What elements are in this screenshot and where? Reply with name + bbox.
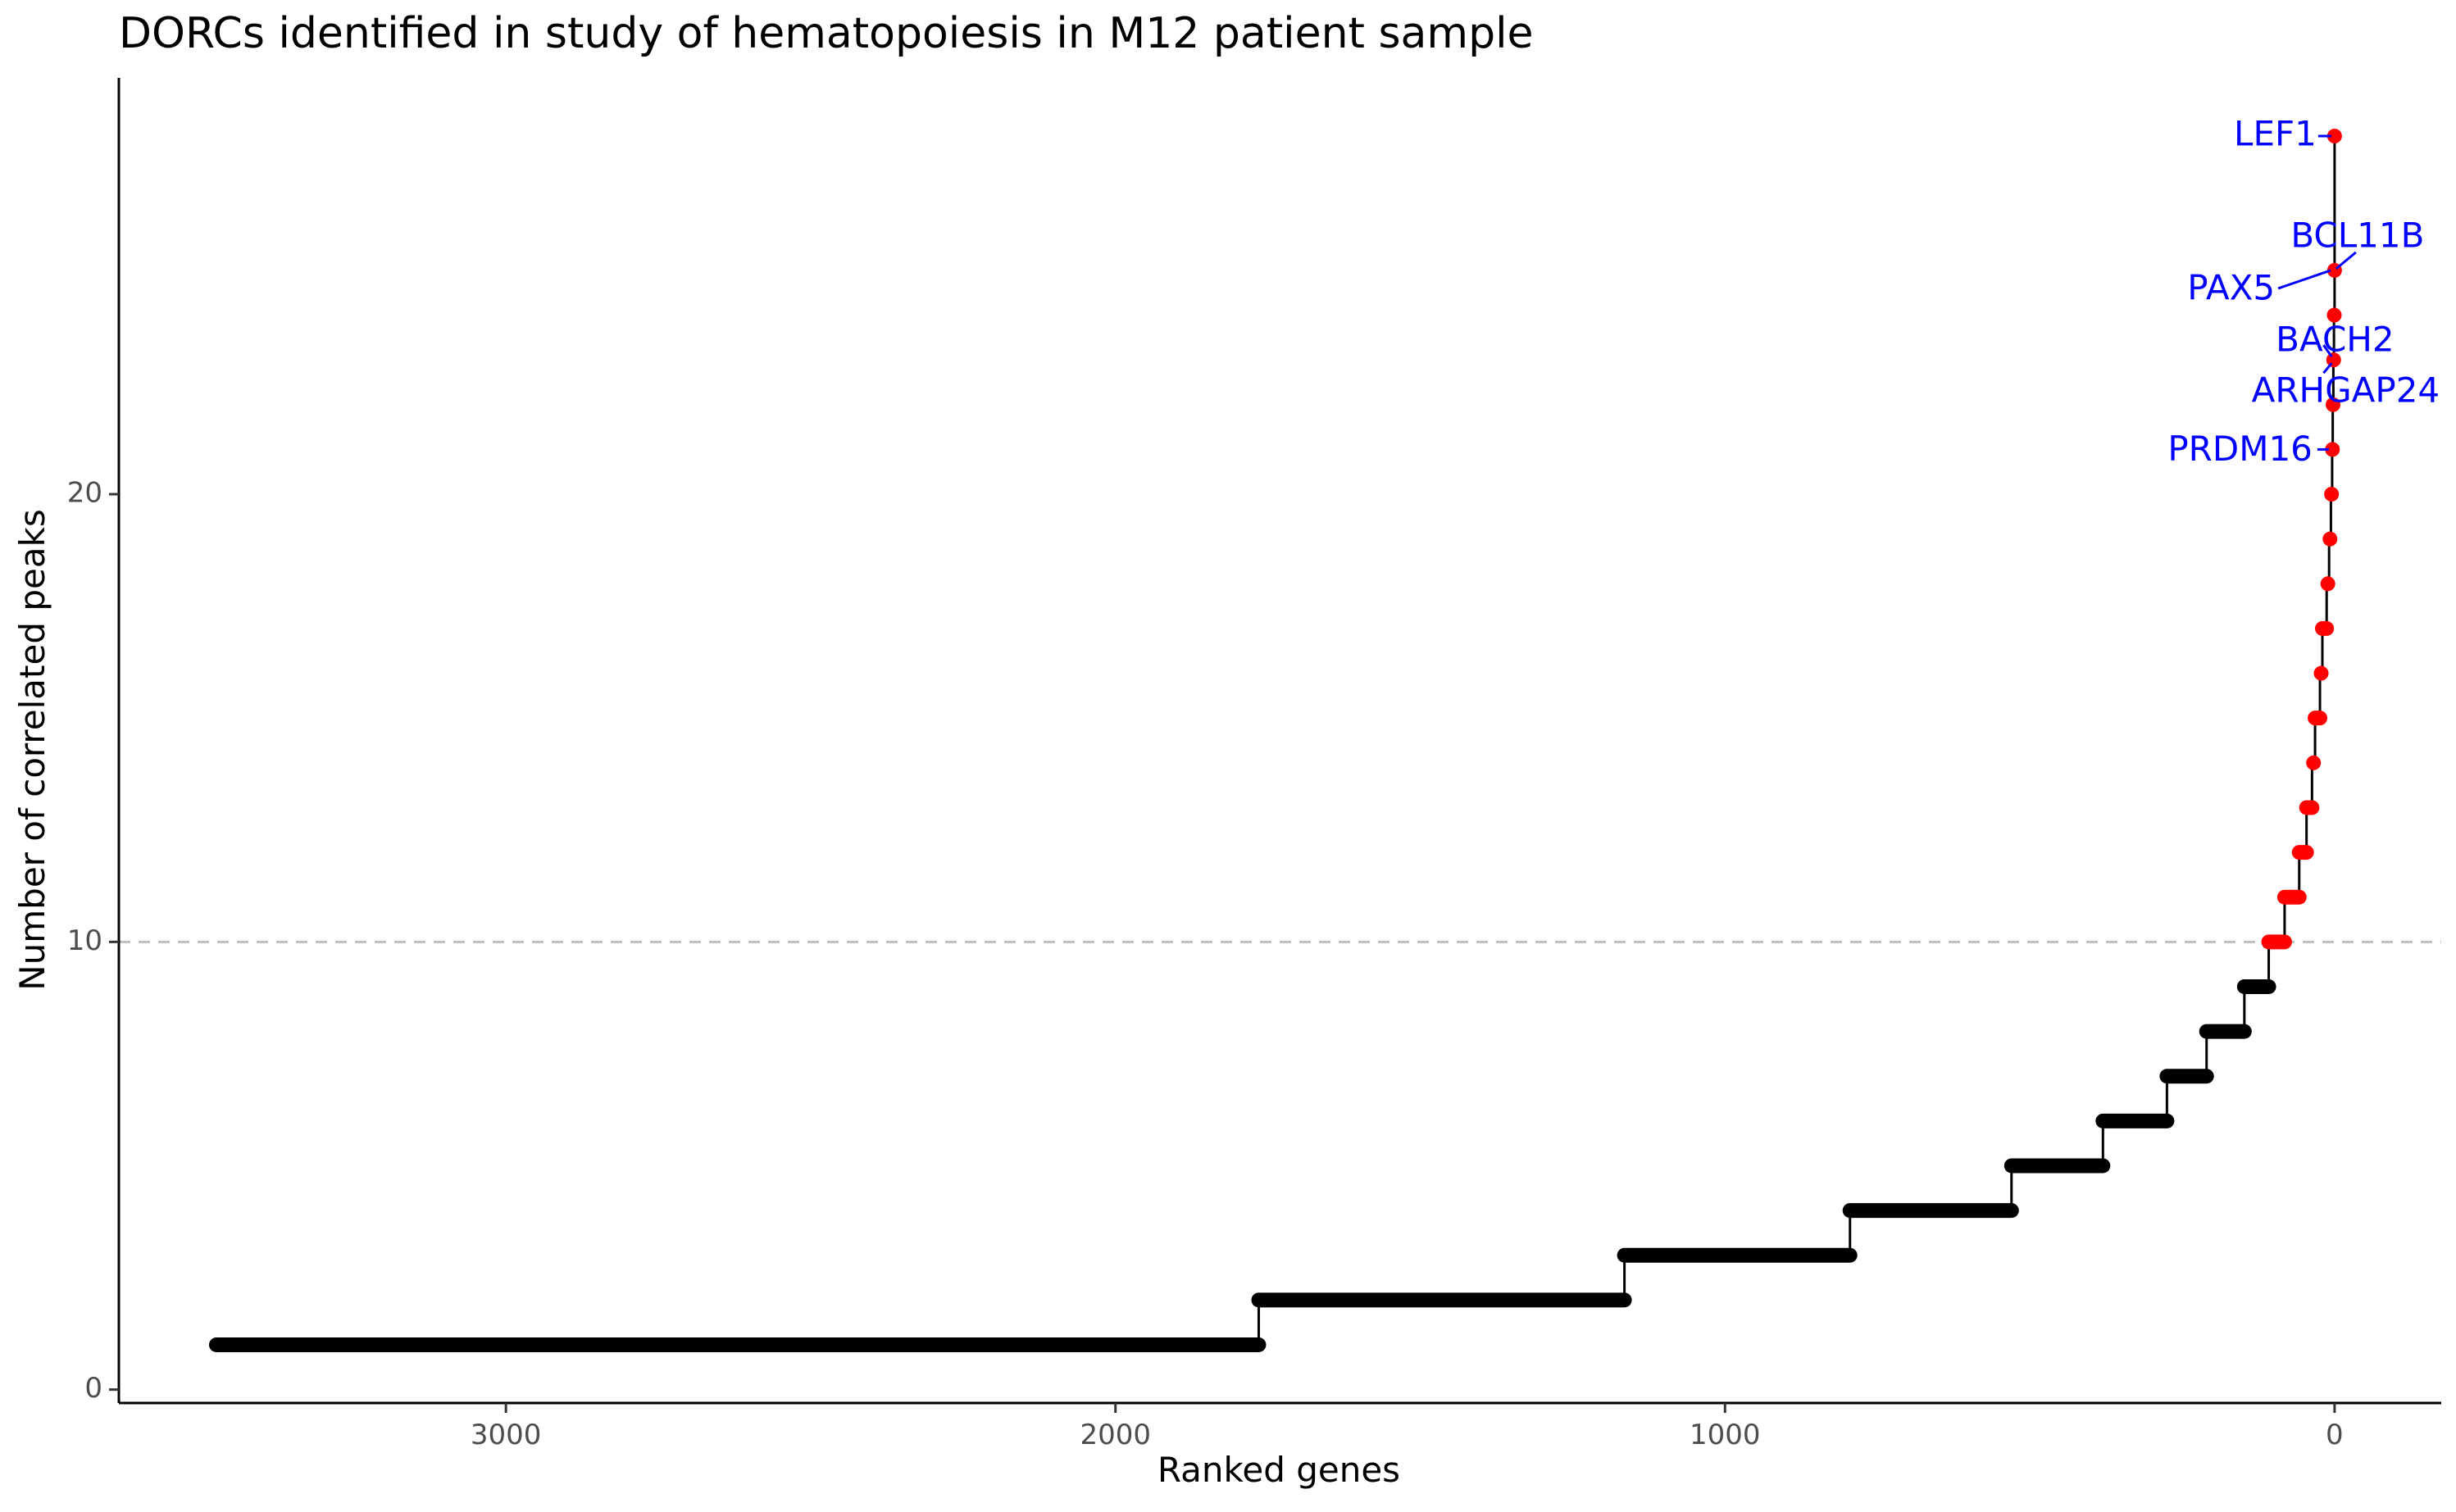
chart-title: DORCs identified in study of hematopoies… [119,9,1534,58]
label-leader-bach2 [2322,344,2333,358]
x-tick-label: 0 [2326,1419,2344,1451]
gene-label-prdm16: PRDM16 [2167,429,2313,469]
point-21 [2325,442,2340,457]
label-leader-arhgap24 [2322,362,2333,375]
gene-label-arhgap24: ARHGAP24 [2252,370,2440,411]
label-leader-bcl11b [2335,251,2357,270]
gene-label-bach2: BACH2 [2276,320,2394,360]
gene-label-pax5: PAX5 [2187,267,2275,307]
point-24 [2326,307,2342,323]
point-20 [2324,487,2340,502]
point-16 [2313,665,2329,681]
point-22 [2326,397,2341,412]
x-axis-title: Ranked genes [1158,1450,1400,1490]
point-18 [2320,576,2335,592]
point-14 [2306,755,2322,770]
label-leader-pax5 [2277,269,2331,290]
x-tick-label: 3000 [471,1419,542,1451]
y-tick-label: 20 [67,477,102,510]
x-tick-label: 2000 [1080,1419,1151,1451]
y-axis-title: Number of correlated peaks [12,509,52,991]
gene-label-lef1: LEF1 [2234,114,2317,154]
y-tick-label: 0 [84,1372,102,1405]
point-28 [2326,129,2342,144]
y-tick-label: 10 [67,924,102,957]
gene-label-bcl11b: BCL11B [2290,215,2424,255]
point-19 [2322,531,2338,547]
x-tick-label: 1000 [1690,1419,1761,1451]
